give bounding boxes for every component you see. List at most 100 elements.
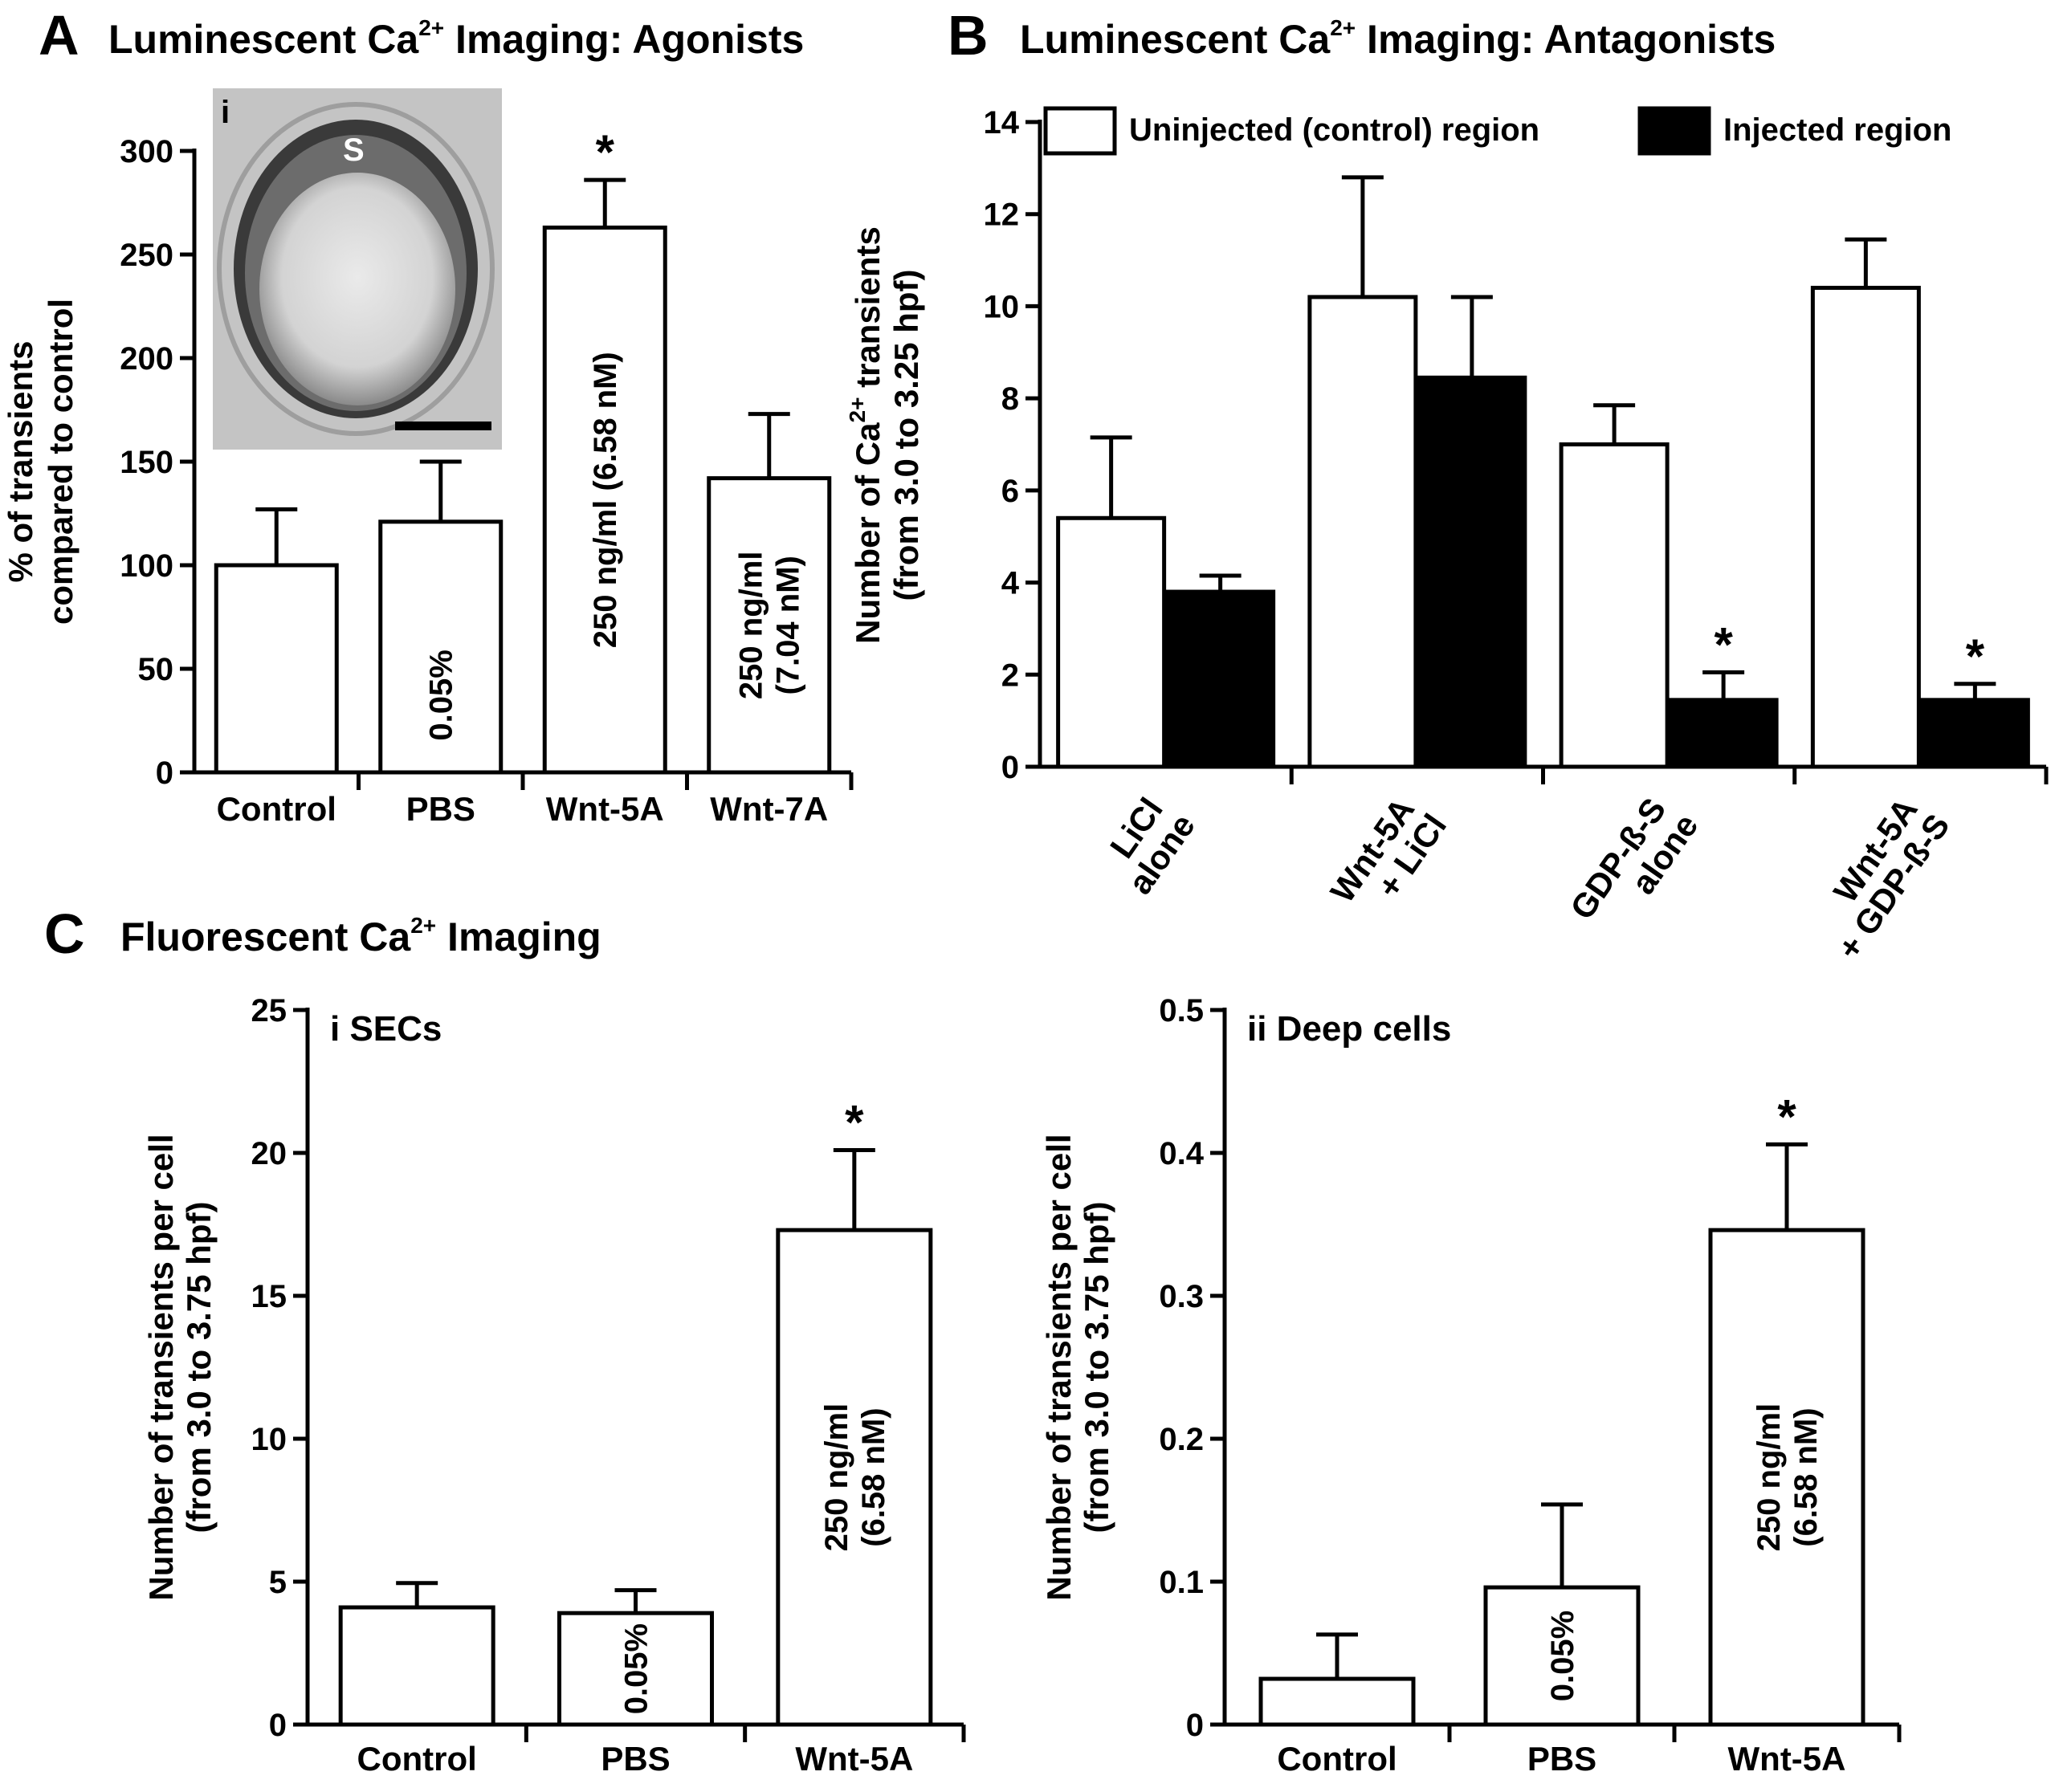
panel-c-title: Fluorescent Ca2+ Imaging (120, 913, 601, 959)
chart-cii-bar-label-2-0: 250 ng/ml (1751, 1403, 1787, 1552)
panel-b-letter: B (948, 4, 989, 67)
chart-b-series-0-bar-1 (1307, 295, 1418, 769)
inset-label-i: i (221, 95, 230, 130)
chart-cii-bar-label-2-1: (6.58 nM) (1788, 1407, 1824, 1546)
chart-cii-significance-star-2: * (1777, 1089, 1796, 1143)
chart-b-series-1-bar-1 (1417, 375, 1527, 769)
chart-ci-ytick-label-2: 10 (251, 1422, 287, 1457)
panel-b-title: Luminescent Ca2+ Imaging: Antagonists (1020, 15, 1776, 62)
chart-ci-ytick-label-0: 0 (269, 1708, 287, 1743)
chart-ci-bar-2 (776, 1228, 933, 1727)
chart-cii-subtitle: ii Deep cells (1247, 1009, 1451, 1049)
chart-c-ii: 0 0.1 0.2 0.3 0.4 0.5 Number of transients per… (1040, 993, 1902, 1778)
chart-ci-category-label-2: Wnt-5A (795, 1740, 913, 1778)
chart-cii-ytick-label-4: 0.4 (1159, 1136, 1204, 1171)
chart-cii-bar-0 (1258, 1676, 1416, 1727)
chart-cii-ylabel-line-0: Number of transients per cell (1040, 1134, 1078, 1600)
chart-a-ylabel-line-1: compared to control (42, 299, 80, 625)
chart-a-bar-0 (214, 563, 339, 775)
chart-a-ytick-label-5: 250 (120, 238, 173, 273)
chart-a-category-label-1: PBS (406, 790, 475, 828)
chart-ci-ylabel-line-1: (from 3.0 to 3.75 hpf) (180, 1201, 218, 1533)
chart-ci-ylabel-line-0: Number of transients per cell (142, 1134, 180, 1600)
chart-cii-bar-label-1-0: 0.05% (1545, 1611, 1580, 1701)
chart-ci-category-label-1: PBS (601, 1740, 670, 1778)
chart-ci-ytick-label-4: 20 (251, 1136, 287, 1171)
chart-a-ytick-label-3: 150 (120, 445, 173, 480)
chart-b-legend-swatch-1 (1637, 106, 1711, 156)
chart-a-bar-label-3-1: (7.04 nM) (771, 556, 806, 694)
chart-cii-category-label-2: Wnt-5A (1728, 1740, 1846, 1778)
chart-b-series-1-bar-2 (1668, 698, 1779, 769)
chart-b-series-0-bar-3 (1810, 285, 1921, 769)
chart-cii-category-label-1: PBS (1527, 1740, 1596, 1778)
chart-b-ytick-label-3: 6 (1001, 474, 1019, 509)
chart-a-bar-label-3-0: 250 ng/ml (734, 552, 769, 700)
chart-a-bar-1 (378, 519, 504, 775)
chart-b-ylabel-line-0: Number of Ca2+ transients (845, 226, 887, 644)
chart-ci-bar-0 (338, 1605, 495, 1727)
chart-b-legend-swatch-0 (1043, 106, 1117, 156)
chart-a-bar-label-2-0: 250 ng/ml (6.58 nM) (588, 352, 623, 648)
embryo-yolk (259, 173, 455, 405)
chart-a-ytick-label-6: 300 (120, 134, 173, 169)
inset-label-s: S (343, 132, 365, 168)
inset-micrograph: i S (213, 88, 502, 450)
chart-ci-ytick-label-1: 5 (269, 1565, 287, 1600)
chart-cii-ytick-label-3: 0.3 (1159, 1279, 1204, 1314)
chart-a-ytick-label-4: 200 (120, 341, 173, 377)
chart-ci-bar-label-1-0: 0.05% (619, 1623, 654, 1714)
panel-a-letter: A (39, 4, 80, 67)
chart-cii-ylabel-line-1: (from 3.0 to 3.75 hpf) (1078, 1201, 1115, 1533)
chart-cii-ytick-label-2: 0.2 (1159, 1422, 1204, 1457)
chart-b-series-1-bar-0 (1165, 589, 1276, 769)
panel-a-title: Luminescent Ca2+ Imaging: Agonists (108, 15, 804, 62)
chart-a-bar-2 (542, 225, 667, 775)
chart-ci-ytick-label-3: 15 (251, 1279, 287, 1314)
chart-b-legend-label-0: Uninjected (control) region (1129, 112, 1539, 148)
chart-b-series-1-bar-3 (1919, 698, 2030, 769)
chart-a-ytick-label-0: 0 (156, 755, 173, 791)
chart-b-ytick-label-2: 4 (1001, 566, 1020, 601)
chart-cii-ytick-label-1: 0.1 (1159, 1565, 1204, 1600)
chart-a-bar-3 (707, 476, 832, 775)
chart-a-significance-star-2: * (596, 125, 615, 179)
chart-b-ytick-label-4: 8 (1001, 381, 1019, 417)
chart-ci-ytick-label-5: 25 (251, 993, 287, 1028)
chart-ci-subtitle: i SECs (330, 1009, 442, 1049)
chart-b-ylabel-line-1: (from 3.0 to 3.25 hpf) (887, 269, 925, 601)
chart-cii-category-label-0: Control (1277, 1740, 1397, 1778)
panel-c-letter: C (44, 902, 85, 965)
chart-ci-significance-star-2: * (845, 1095, 864, 1149)
chart-cii-bar-2 (1708, 1228, 1865, 1727)
chart-a-ytick-label-1: 50 (138, 652, 174, 687)
chart-a-ytick-label-2: 100 (120, 548, 173, 584)
chart-b-ytick-label-5: 10 (984, 289, 1020, 324)
chart-b-series-0-bar-0 (1056, 515, 1167, 769)
chart-cii-ytick-label-5: 0.5 (1159, 993, 1204, 1028)
chart-b-ytick-label-1: 2 (1001, 658, 1019, 693)
chart-a: 0 50 100 150 200 250 300 % of transients compare… (2, 125, 854, 828)
chart-cii-bar-1 (1483, 1585, 1641, 1727)
chart-b: 0 2 4 6 8 10 12 14 Number of Ca2+ transients (fro… (845, 105, 2049, 966)
chart-a-category-label-2: Wnt-5A (546, 790, 664, 828)
chart-a-ylabel-line-0: % of transients (2, 340, 39, 582)
chart-a-category-label-3: Wnt-7A (710, 790, 828, 828)
chart-a-bar-label-1-0: 0.05% (424, 650, 459, 740)
chart-b-series-0-bar-2 (1559, 442, 1670, 769)
chart-cii-ytick-label-0: 0 (1186, 1708, 1204, 1743)
chart-ci-category-label-0: Control (357, 1740, 477, 1778)
scale-bar (395, 422, 491, 430)
embryo-chorion (217, 102, 495, 436)
chart-b-ytick-label-0: 0 (1001, 750, 1019, 785)
chart-ci-bar-1 (557, 1611, 714, 1727)
chart-b-significance-star-2-1: * (1714, 617, 1733, 671)
chart-b-ytick-label-6: 12 (984, 198, 1020, 233)
chart-b-significance-star-3-1: * (1966, 629, 1985, 683)
chart-ci-bar-label-2-0: 250 ng/ml (819, 1403, 854, 1552)
chart-a-category-label-0: Control (217, 790, 336, 828)
chart-b-ytick-label-7: 14 (984, 105, 1020, 141)
chart-ci-bar-label-2-1: (6.58 nM) (856, 1407, 891, 1546)
